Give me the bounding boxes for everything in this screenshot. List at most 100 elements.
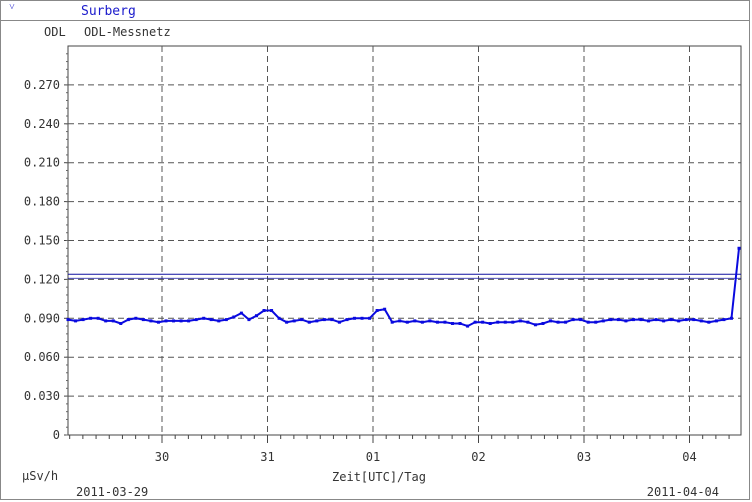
data-point	[707, 320, 711, 324]
data-point	[104, 319, 108, 323]
data-point	[81, 318, 85, 322]
data-point	[217, 319, 221, 323]
data-point	[451, 321, 455, 325]
data-point	[518, 319, 522, 323]
data-point	[533, 323, 537, 327]
data-point	[564, 320, 568, 324]
y-tick-label: 0.060	[24, 350, 60, 364]
data-point	[232, 315, 236, 319]
data-point	[224, 318, 228, 322]
data-point	[669, 318, 673, 322]
data-point	[285, 320, 289, 324]
data-point	[307, 320, 311, 324]
title-bar: ˅ Surberg	[1, 1, 749, 21]
data-point	[647, 319, 651, 323]
data-point	[187, 319, 191, 323]
data-point	[511, 320, 515, 324]
y-tick-label: 0	[53, 428, 60, 442]
data-point	[737, 246, 741, 250]
station-title: Surberg	[81, 4, 136, 19]
data-point	[383, 307, 387, 311]
data-point	[677, 319, 681, 323]
collapse-icon[interactable]: ˅	[9, 2, 15, 13]
data-point	[413, 319, 417, 323]
data-point	[594, 320, 598, 324]
network-name: ODL-Messnetz	[84, 25, 171, 39]
data-point	[164, 319, 168, 323]
data-point	[330, 318, 334, 322]
data-point	[556, 320, 560, 324]
y-tick-label: 0.090	[24, 311, 60, 325]
data-point	[352, 316, 356, 320]
data-point	[156, 320, 160, 324]
start-date: 2011-03-29	[76, 485, 148, 499]
data-point	[398, 319, 402, 323]
data-point	[601, 319, 605, 323]
data-point	[586, 320, 590, 324]
y-tick-label: 0.210	[24, 156, 60, 170]
data-point	[571, 318, 575, 322]
data-point	[609, 318, 613, 322]
data-point	[488, 321, 492, 325]
data-point	[435, 320, 439, 324]
data-point	[209, 318, 213, 322]
data-point	[111, 319, 115, 323]
data-point	[315, 319, 319, 323]
data-point	[549, 319, 553, 323]
data-point	[616, 318, 620, 322]
data-point	[277, 316, 281, 320]
data-point	[141, 318, 145, 322]
data-point	[134, 316, 138, 320]
y-tick-label: 0.030	[24, 389, 60, 403]
data-point	[684, 318, 688, 322]
data-point	[360, 316, 364, 320]
measurement-type: ODL	[44, 25, 66, 39]
data-point	[89, 316, 93, 320]
data-point	[473, 320, 477, 324]
y-tick-label: 0.240	[24, 117, 60, 131]
x-tick-label: 30	[155, 450, 169, 464]
data-point	[375, 309, 379, 313]
data-point	[368, 316, 372, 320]
data-point	[631, 318, 635, 322]
data-point	[541, 321, 545, 325]
x-tick-label: 02	[471, 450, 485, 464]
data-point	[699, 319, 703, 323]
data-point	[202, 316, 206, 320]
data-point	[96, 316, 100, 320]
data-point	[247, 318, 251, 322]
data-point	[390, 320, 394, 324]
x-tick-label: 01	[366, 450, 380, 464]
data-point	[149, 319, 153, 323]
y-tick-label: 0.270	[24, 78, 60, 92]
data-point	[654, 318, 658, 322]
end-date: 2011-04-04	[647, 485, 719, 499]
data-point	[420, 320, 424, 324]
data-point	[66, 318, 70, 322]
data-point	[262, 309, 266, 313]
data-point	[503, 320, 507, 324]
data-point	[194, 318, 198, 322]
y-axis-unit: µSv/h	[22, 469, 58, 483]
data-point	[126, 318, 130, 322]
data-point	[300, 318, 304, 322]
data-point	[481, 320, 485, 324]
data-point	[729, 316, 733, 320]
data-point	[337, 320, 341, 324]
data-point	[692, 318, 696, 322]
data-point	[239, 311, 243, 315]
data-point	[458, 321, 462, 325]
x-axis-label: Zeit[UTC]/Tag	[332, 470, 426, 484]
data-point	[292, 319, 296, 323]
y-tick-label: 0.150	[24, 234, 60, 248]
data-point	[639, 318, 643, 322]
y-tick-label: 0.180	[24, 195, 60, 209]
x-tick-label: 31	[260, 450, 274, 464]
data-point	[579, 318, 583, 322]
data-point	[526, 320, 530, 324]
data-point	[119, 321, 123, 325]
x-tick-label: 03	[577, 450, 591, 464]
data-point	[662, 319, 666, 323]
